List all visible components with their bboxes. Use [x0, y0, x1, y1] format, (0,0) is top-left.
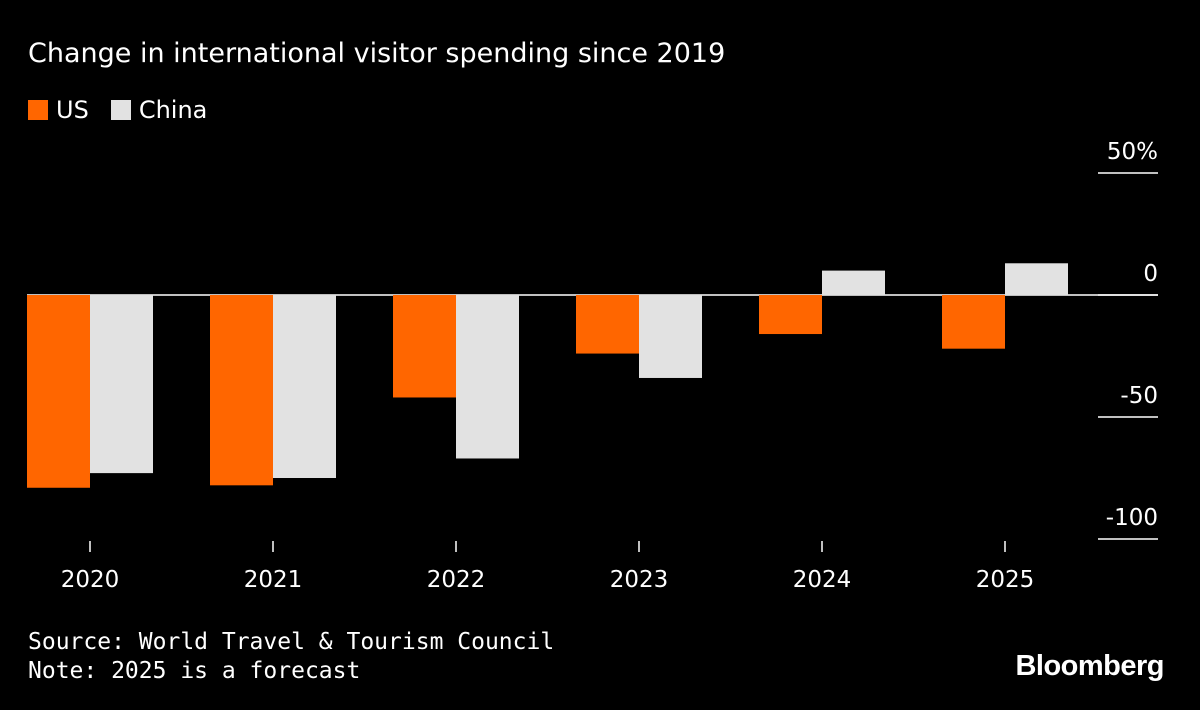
x-tick-label: 2020: [61, 567, 120, 593]
bar-china-2023: [639, 295, 702, 378]
legend-item-china: China: [110, 96, 208, 124]
bloomberg-logo: Bloomberg: [1015, 650, 1164, 682]
chart-title: Change in international visitor spending…: [28, 38, 726, 69]
x-tick-label: 2024: [793, 567, 852, 593]
x-tick-label: 2021: [244, 567, 303, 593]
y-tick-label: 50%: [1107, 139, 1158, 165]
bar-china-2022: [456, 295, 519, 459]
bar-us-2025: [942, 295, 1005, 349]
legend-label-us: US: [56, 96, 89, 124]
y-tick-label: -50: [1120, 383, 1158, 409]
y-tick-label: -100: [1106, 505, 1158, 531]
bar-us-2021: [210, 295, 273, 486]
legend: US China: [28, 96, 229, 124]
y-tick-label: 0: [1143, 261, 1158, 287]
legend-item-us: US: [28, 96, 89, 124]
bar-us-2023: [576, 295, 639, 354]
bar-us-2020: [27, 295, 90, 488]
source-note: Source: World Travel & Tourism Council: [28, 629, 555, 655]
bar-us-2024: [759, 295, 822, 335]
bar-china-2024: [822, 270, 885, 295]
legend-swatch-us: [28, 100, 48, 120]
forecast-note: Note: 2025 is a forecast: [28, 658, 361, 684]
bar-china-2021: [273, 295, 336, 478]
bar-us-2022: [393, 295, 456, 398]
legend-label-china: China: [138, 96, 208, 124]
x-tick-label: 2025: [976, 567, 1035, 593]
x-tick-label: 2022: [427, 567, 486, 593]
legend-swatch-china: [110, 100, 131, 120]
bar-china-2025: [1005, 263, 1068, 295]
footer: Source: World Travel & Tourism Council N…: [28, 628, 554, 686]
bar-china-2020: [90, 295, 153, 474]
x-tick-label: 2023: [610, 567, 669, 593]
